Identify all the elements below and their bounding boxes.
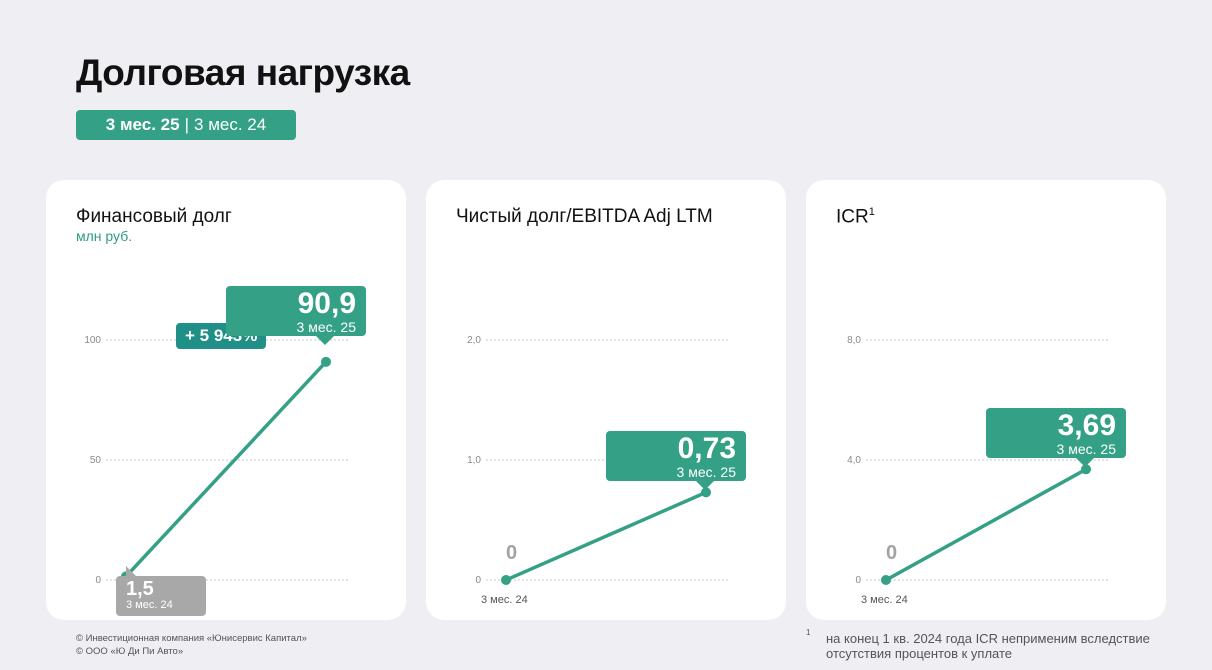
previous-value: 0 [886, 542, 898, 564]
y-tick-label: 0 [855, 575, 861, 586]
y-tick-label: 0 [95, 575, 101, 586]
chart-icr: 0 4,0 8,0 [847, 335, 1108, 586]
series-line [124, 360, 328, 579]
previous-value: 0 [506, 542, 518, 564]
footnote-text: на конец 1 кв. 2024 года ICR неприменим … [826, 631, 1150, 661]
copyright-line: © Инвестиционная компания «Юнисервис Кап… [76, 633, 307, 644]
footer-copyright: © Инвестиционная компания «Юнисервис Кап… [76, 632, 307, 658]
y-tick-label: 100 [84, 335, 101, 346]
x-axis-label: 3 мес. 24 [861, 594, 908, 606]
footnote-mark: 1 [806, 628, 811, 637]
y-tick-label: 2,0 [467, 335, 481, 346]
callout-current: 3,69 3 мес. 25 [986, 408, 1126, 467]
y-tick-label: 50 [90, 455, 102, 466]
card-title: ICR1 [836, 206, 875, 228]
callout-previous: 1,5 3 мес. 24 [116, 566, 206, 616]
y-tick-label: 8,0 [847, 335, 861, 346]
card-icr: ICR1 0 4,0 8,0 3,69 3 мес. 25 0 3 мес. 24 [806, 180, 1166, 620]
card-subtitle: млн руб. [76, 228, 133, 244]
copyright-line: © ООО «Ю Ди Пи Авто» [76, 646, 184, 657]
y-tick-label: 1,0 [467, 455, 481, 466]
series-line [884, 467, 1088, 582]
card-net-debt-ebitda: Чистый долг/EBITDA Adj LTM 0 1,0 2,0 0,73 … [426, 180, 786, 620]
data-point [501, 575, 511, 585]
data-point [321, 356, 331, 367]
y-tick-label: 4,0 [847, 455, 861, 466]
callout-current: 90,9 3 мес. 25 [226, 286, 366, 345]
current-value: 90,9 [297, 287, 356, 320]
previous-value: 1,5 [126, 578, 154, 600]
card-title: Финансовый долг [76, 206, 232, 227]
x-axis-label: 3 мес. 24 [481, 594, 528, 606]
series-line [504, 490, 708, 582]
period-current: 3 мес. 25 [105, 115, 180, 134]
page-title: Долговая нагрузка [76, 52, 410, 93]
chart-net-debt-ebitda: 0 1,0 2,0 [467, 335, 728, 586]
y-tick-label: 0 [475, 575, 481, 586]
chart-financial-debt: 0 50 100 [84, 335, 348, 586]
footnote-ref: 1 [868, 206, 875, 218]
current-period: 3 мес. 25 [1056, 441, 1116, 457]
current-period: 3 мес. 25 [676, 464, 736, 480]
period-badge: 3 мес. 25 | 3 мес. 24 [76, 110, 296, 140]
card-financial-debt: Финансовый долг млн руб. 0 50 100 + 5 943%… [46, 180, 406, 620]
current-value: 3,69 [1057, 409, 1116, 442]
current-period: 3 мес. 25 [296, 319, 356, 335]
previous-period: 3 мес. 24 [126, 599, 173, 611]
card-title: Чистый долг/EBITDA Adj LTM [456, 206, 713, 227]
current-value: 0,73 [677, 432, 736, 465]
callout-current: 0,73 3 мес. 25 [606, 431, 746, 490]
data-point [881, 575, 891, 585]
period-previous: 3 мес. 24 [194, 115, 267, 134]
period-separator: | [184, 115, 190, 134]
